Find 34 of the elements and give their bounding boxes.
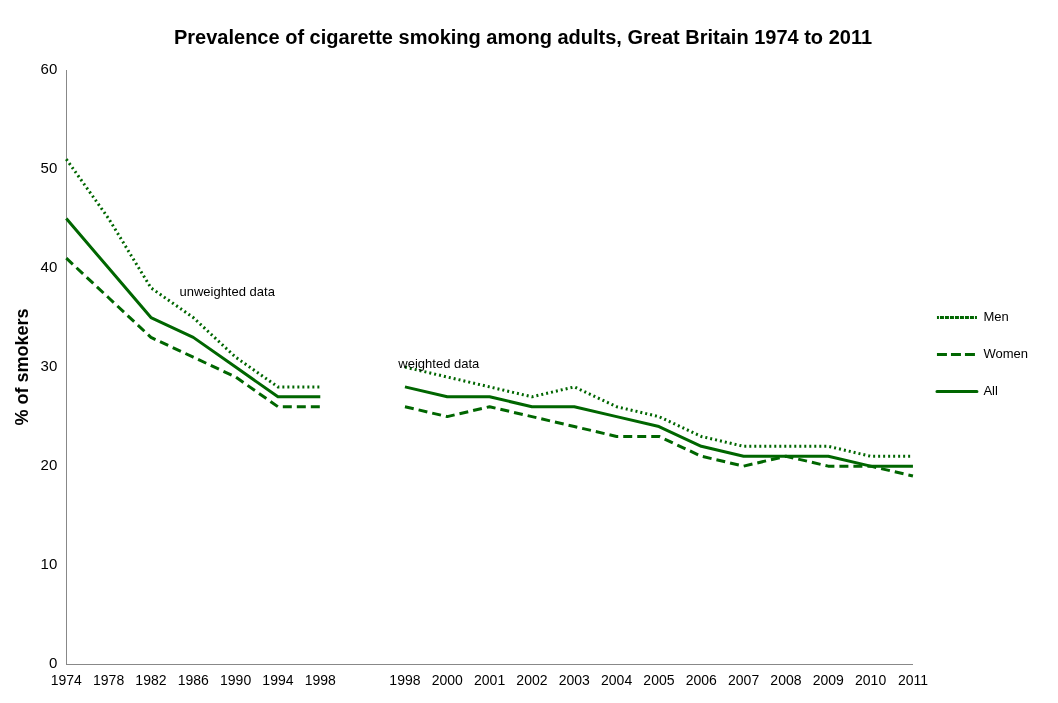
x-tick-label: 2004 <box>601 672 633 689</box>
y-tick-label: 60 <box>40 60 58 78</box>
legend-label: Men <box>983 309 1009 325</box>
annotation: weighted data <box>397 355 481 371</box>
y-tick-label: 50 <box>40 159 58 177</box>
y-tick-label: 20 <box>40 456 58 474</box>
x-tick-label: 1974 <box>50 672 83 689</box>
y-tick-label: 40 <box>40 258 58 276</box>
y-tick-label: 10 <box>40 555 58 573</box>
annotation: unweighted data <box>179 284 276 300</box>
legend-label: All <box>983 383 998 399</box>
x-tick-label: 1982 <box>135 672 167 689</box>
x-tick-label: 2010 <box>855 672 887 689</box>
x-tick-label: 1986 <box>177 672 210 689</box>
x-tick-label: 1990 <box>220 672 252 689</box>
x-tick-label: 2011 <box>897 672 929 689</box>
x-tick-label: 1978 <box>93 672 125 689</box>
x-tick-label: 2008 <box>770 672 802 689</box>
x-tick-label: 2007 <box>728 672 760 689</box>
y-axis-title: % of smokers <box>11 308 32 426</box>
x-tick-label: 2000 <box>431 672 464 689</box>
x-tick-label: 1994 <box>262 672 294 689</box>
y-tick-label: 30 <box>40 357 58 375</box>
x-tick-label: 2001 <box>474 672 506 689</box>
x-tick-label: 2002 <box>516 672 548 689</box>
x-tick-label: 2003 <box>558 672 591 689</box>
chart-title: Prevalence of cigarette smoking among adults, Great Britain 1974 to 2011 <box>173 25 873 48</box>
x-tick-label: 2009 <box>812 672 845 689</box>
x-tick-label: 1998 <box>304 672 337 689</box>
x-tick-label: 1998 <box>389 672 421 689</box>
x-tick-label: 2006 <box>685 672 718 689</box>
y-tick-label: 0 <box>48 654 58 672</box>
legend-label: Women <box>983 346 1029 362</box>
x-tick-label: 2005 <box>643 672 675 689</box>
